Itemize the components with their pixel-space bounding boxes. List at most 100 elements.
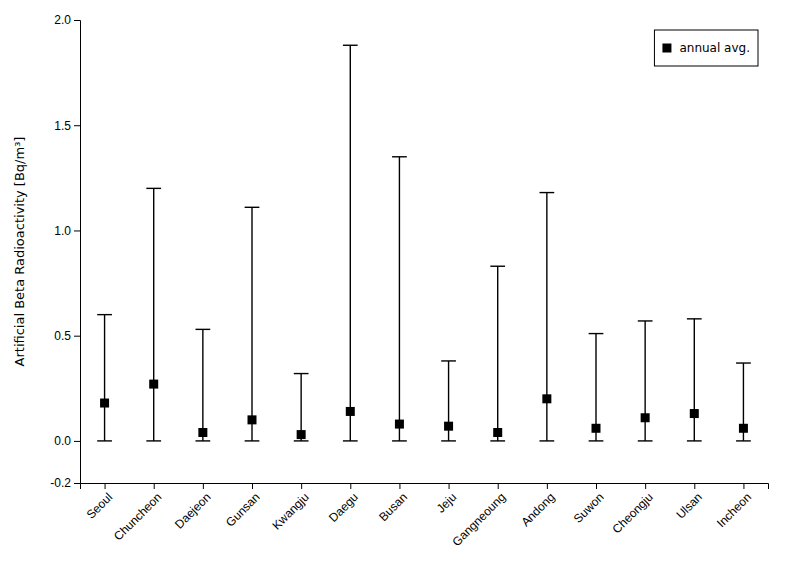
y-tick-mark <box>74 125 80 126</box>
x-tick: Kwangju <box>269 483 311 533</box>
error-cap-lower <box>195 440 210 441</box>
x-tick-mark <box>399 483 400 489</box>
x-tick-label: Ulsan <box>673 490 705 522</box>
avg-marker <box>297 430 306 439</box>
x-tick-label: Seoul <box>84 490 116 522</box>
error-bar <box>399 157 400 441</box>
x-tick-label: Daegu <box>326 490 361 525</box>
y-tick-mark <box>74 441 80 442</box>
error-bar <box>251 207 252 441</box>
error-cap-upper <box>294 373 309 374</box>
error-cap-upper <box>589 333 604 334</box>
legend-label: annual avg. <box>679 41 750 55</box>
x-tick: Gunsan <box>223 483 263 530</box>
x-tick-mark <box>301 483 302 489</box>
x-tick: Incheon <box>714 483 754 530</box>
x-tick-mark <box>154 483 155 489</box>
avg-marker <box>444 422 453 431</box>
avg-marker <box>149 380 158 389</box>
error-cap-lower <box>490 440 505 441</box>
error-cap-upper <box>687 318 702 319</box>
error-cap-upper <box>146 188 161 189</box>
y-tick: 2.0 <box>54 13 80 27</box>
x-tick-label: Gunsan <box>223 490 263 530</box>
y-tick-mark <box>74 20 80 21</box>
error-cap-lower <box>687 440 702 441</box>
error-cap-upper <box>490 266 505 267</box>
x-tick-label: Daejeon <box>172 490 214 532</box>
error-bar <box>202 329 203 441</box>
avg-marker <box>198 428 207 437</box>
x-tick-mark <box>645 483 646 489</box>
x-tick: Busan <box>376 483 410 524</box>
avg-marker <box>690 409 699 418</box>
error-cap-lower <box>146 440 161 441</box>
error-cap-upper <box>441 360 456 361</box>
error-cap-upper <box>245 207 260 208</box>
x-tick: Seoul <box>84 483 116 522</box>
y-tick: 0.0 <box>54 434 80 448</box>
avg-marker <box>395 420 404 429</box>
y-axis-line <box>74 21 81 484</box>
x-tick-label: Gangneoung <box>449 490 508 549</box>
y-tick-label: 2.0 <box>54 13 71 27</box>
x-tick-label: Suwon <box>571 490 607 526</box>
error-cap-lower <box>392 440 407 441</box>
legend-marker <box>662 44 671 53</box>
error-cap-lower <box>638 440 653 441</box>
y-tick-mark <box>74 336 80 337</box>
error-bar <box>497 266 498 441</box>
error-cap-lower <box>294 440 309 441</box>
x-tick-mark <box>252 483 253 489</box>
x-tick-label: Chuncheon <box>111 490 164 543</box>
error-cap-upper <box>539 192 554 193</box>
y-tick: 1.0 <box>54 224 80 238</box>
x-tick: Gangneoung <box>449 483 508 549</box>
y-tick-mark <box>74 230 80 231</box>
avg-marker <box>248 415 257 424</box>
plot-area: -0.2 0.0 0.5 1.0 1.5 2.0 SeoulChuncheonDaejeon… <box>50 13 768 549</box>
x-tick: Daegu <box>326 483 361 525</box>
avg-marker <box>542 394 551 403</box>
legend: annual avg. <box>654 30 758 66</box>
error-cap-lower <box>343 440 358 441</box>
error-cap-upper <box>343 45 358 46</box>
y-tick-label: -0.2 <box>50 476 71 490</box>
x-tick-mark <box>350 483 351 489</box>
avg-marker <box>100 399 109 408</box>
avg-marker <box>346 407 355 416</box>
marks <box>97 45 751 441</box>
x-tick: Suwon <box>571 483 607 526</box>
x-tick-mark <box>203 483 204 489</box>
x-axis-line <box>81 484 769 490</box>
chart: -0.2 0.0 0.5 1.0 1.5 2.0 SeoulChuncheonDaejeon… <box>0 0 793 578</box>
error-bar <box>350 45 351 441</box>
legend-item: annual avg. <box>662 41 750 55</box>
avg-marker <box>592 424 601 433</box>
y-axis-title: Artificial Beta Radioactivity [Bq/m³] <box>12 137 27 367</box>
x-tick: Chuncheon <box>111 483 164 543</box>
y-tick: 0.5 <box>54 329 80 343</box>
y-tick: 1.5 <box>54 119 80 133</box>
avg-marker <box>641 413 650 422</box>
error-cap-upper <box>638 320 653 321</box>
x-tick-label: Cheongju <box>610 490 656 536</box>
error-bar <box>153 188 154 441</box>
y-tick-label: 1.5 <box>54 119 71 133</box>
error-bar <box>694 319 695 441</box>
x-tick-label: Kwangju <box>269 490 311 532</box>
x-tick-label: Andong <box>518 490 557 529</box>
x-tick: Ulsan <box>673 483 705 522</box>
error-cap-lower <box>539 440 554 441</box>
y-tick-mark <box>74 483 80 484</box>
x-tick-label: Jeju <box>434 490 459 515</box>
error-cap-upper <box>195 329 210 330</box>
error-cap-lower <box>97 440 112 441</box>
x-tick-mark <box>694 483 695 489</box>
error-cap-lower <box>441 440 456 441</box>
y-axis: -0.2 0.0 0.5 1.0 1.5 2.0 <box>50 13 80 490</box>
x-tick-label: Busan <box>376 490 410 524</box>
x-tick: Jeju <box>434 483 459 516</box>
error-cap-lower <box>245 440 260 441</box>
error-bar <box>644 321 645 441</box>
